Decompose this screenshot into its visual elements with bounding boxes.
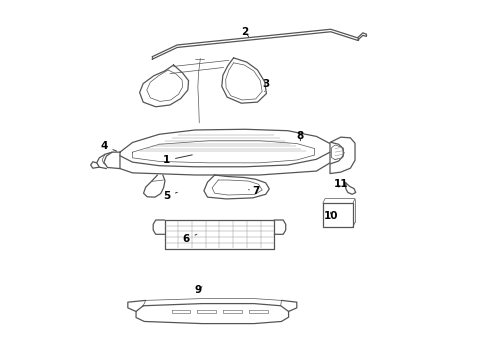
Text: 10: 10: [323, 211, 338, 221]
Text: 4: 4: [100, 141, 117, 151]
Text: 7: 7: [248, 186, 259, 197]
Text: 6: 6: [182, 234, 197, 244]
Text: 2: 2: [242, 27, 249, 37]
Text: 8: 8: [297, 131, 304, 141]
Text: 9: 9: [195, 285, 202, 295]
Text: 1: 1: [163, 155, 192, 165]
Text: 11: 11: [334, 179, 349, 189]
Text: 3: 3: [263, 78, 270, 91]
Text: 5: 5: [163, 191, 177, 201]
